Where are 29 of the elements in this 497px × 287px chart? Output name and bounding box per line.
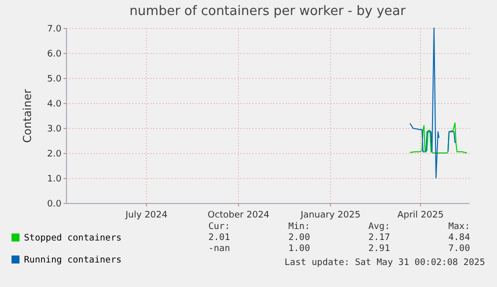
text: Max: <box>447 222 470 232</box>
text: Avg: <box>367 222 390 232</box>
text: 4.84 <box>447 233 470 243</box>
y-tick-label: 4.0 <box>47 100 62 110</box>
text: 7.00 <box>447 244 470 254</box>
y-tick-label: 3.0 <box>47 124 62 134</box>
y-tick-label: 7.0 <box>47 24 62 34</box>
y-tick-label: 6.0 <box>47 50 62 60</box>
text: Min: <box>287 222 310 232</box>
legend-label: Stopped containers <box>24 234 122 244</box>
x-tick-label: January 2025 <box>300 210 360 220</box>
text: 2.01 <box>207 233 230 243</box>
text: 2.17 <box>367 233 390 243</box>
text: 2.91 <box>367 244 390 254</box>
text: Cur: <box>207 222 230 232</box>
x-tick-label: July 2024 <box>124 210 168 220</box>
y-tick-label: 1.0 <box>47 174 62 184</box>
y-tick-label: 2.0 <box>47 150 62 160</box>
x-tick-label: October 2024 <box>208 210 270 220</box>
text: 1.00 <box>287 244 310 254</box>
text: -nan <box>207 244 230 254</box>
text: Last update: Sat May 31 00:02:08 2025 <box>284 258 485 268</box>
y-tick-label: 0.0 <box>47 200 62 210</box>
y-tick-label: 5.0 <box>47 74 62 84</box>
text: 2.00 <box>287 233 310 243</box>
chart-title: number of containers per worker - by year <box>129 4 406 19</box>
y-axis-title: Container <box>21 88 34 143</box>
x-tick-label: April 2025 <box>397 210 444 220</box>
legend-label: Running containers <box>24 256 122 266</box>
